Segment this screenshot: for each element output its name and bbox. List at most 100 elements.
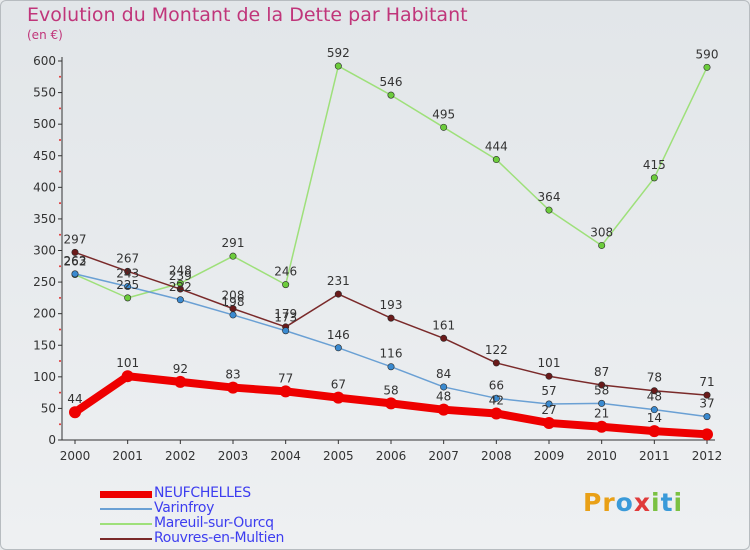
y-minor-tick [59,75,61,78]
data-label: 239 [169,269,192,283]
legend-label: Rouvres-en-Multien [154,530,285,546]
data-point [176,296,184,304]
y-minor-tick [59,202,61,205]
y-minor-tick [59,107,61,110]
data-point [598,399,606,407]
data-label: 27 [541,403,556,417]
y-tick-label: 200 [33,307,56,321]
data-label: 78 [647,371,662,385]
data-point [650,387,658,395]
data-point [69,406,81,419]
data-label: 246 [274,265,297,279]
data-point [648,425,661,438]
y-minor-tick [59,170,61,173]
data-point [124,283,132,291]
data-label: 415 [643,158,666,172]
y-minor-tick [59,391,61,394]
data-label: 67 [331,378,346,392]
data-point [545,206,553,214]
data-label: 84 [436,367,451,381]
data-label: 14 [647,411,662,425]
y-minor-tick [59,138,61,141]
logo-letter: x [633,488,651,517]
y-minor-tick [59,423,61,426]
data-label: 48 [436,390,451,404]
logo-letter: o [615,488,634,517]
data-label: 444 [485,140,508,154]
y-tick-label: 0 [48,433,56,447]
data-label: 263 [64,254,87,268]
data-point [174,375,187,388]
data-label: 77 [278,371,293,385]
data-label: 590 [696,47,719,61]
data-label: 83 [225,368,240,382]
data-point [229,252,237,260]
data-label: 198 [222,295,245,309]
logo-letter: r [602,488,616,517]
y-tick-label: 550 [33,86,56,100]
data-point [71,270,79,278]
y-tick-label: 500 [33,117,56,131]
data-point [703,413,711,421]
data-label: 57 [541,384,556,398]
data-label: 297 [64,232,87,246]
data-point [334,62,342,70]
data-point [545,400,553,408]
x-tick-label: 2003 [218,449,249,463]
y-tick-label: 250 [33,275,56,289]
y-tick-label: 100 [33,370,56,384]
x-tick-label: 2011 [639,449,670,463]
logo-letter: P [583,488,603,517]
y-minor-tick [59,296,61,299]
data-label: 364 [538,190,561,204]
data-label: 222 [169,280,192,294]
data-point [650,174,658,182]
x-tick-label: 2009 [534,449,565,463]
data-point [440,123,448,131]
data-point [279,385,292,398]
logo-letter: i [651,488,661,517]
y-tick-label: 400 [33,180,56,194]
data-point [437,403,450,416]
data-point [703,63,711,71]
data-point [334,344,342,352]
data-label: 592 [327,46,350,60]
x-tick-label: 2006 [376,449,407,463]
data-point [387,363,395,371]
data-label: 173 [274,311,297,325]
chart-title: Evolution du Montant de la Dette par Hab… [27,4,468,26]
data-label: 71 [699,375,714,389]
data-label: 179 [274,307,297,321]
data-point [598,241,606,249]
data-point [440,383,448,391]
x-tick-label: 2008 [481,449,512,463]
data-label: 66 [489,378,504,392]
logo-letter: i [673,488,684,517]
data-label: 161 [432,318,455,332]
data-point [282,281,290,289]
data-label: 87 [594,365,609,379]
data-point [492,359,500,367]
data-point [334,290,342,298]
y-minor-tick [59,328,61,331]
data-point [545,372,553,380]
y-minor-tick [59,360,61,363]
data-point [387,314,395,322]
data-label: 58 [594,383,609,397]
legend-label: Mareuil-sur-Ourcq [154,515,274,531]
data-point [440,334,448,342]
data-point [492,394,500,402]
y-tick-label: 450 [33,149,56,163]
x-tick-label: 2010 [586,449,617,463]
data-label: 44 [67,392,82,406]
data-point [703,391,711,399]
y-tick-label: 300 [33,244,56,258]
data-label: 291 [222,236,245,250]
data-point [595,420,608,433]
x-tick-label: 2001 [112,449,143,463]
data-label: 116 [380,347,403,361]
data-label: 122 [485,343,508,357]
data-point [229,311,237,319]
